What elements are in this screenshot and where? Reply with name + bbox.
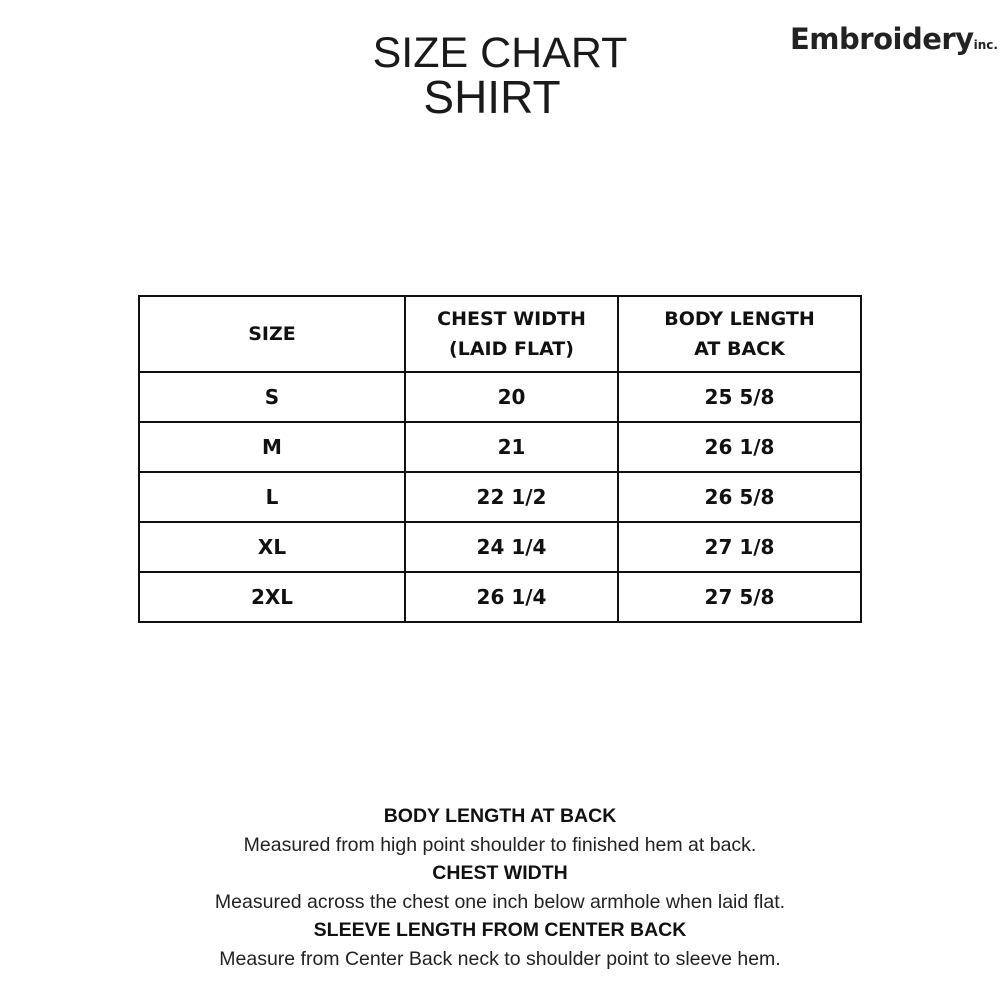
cell-chest: 21 [404,421,619,473]
header-size: SIZE [138,295,406,373]
table-header-row: SIZE CHEST WIDTH (LAID FLAT) BODY LENGTH A… [138,295,862,373]
logo-suffix: inc. [973,38,998,52]
cell-size: 2XL [138,571,406,623]
header-body-length: BODY LENGTH AT BACK [617,295,862,373]
measurement-notes: BODY LENGTH AT BACK Measured from high p… [0,802,1000,974]
note-heading: CHEST WIDTH [432,862,568,885]
page-subtitle: SHIRT [423,71,561,123]
note-text: Measured from high point shoulder to fin… [243,833,757,856]
cell-chest: 26 1/4 [404,571,619,623]
header-chest-width: CHEST WIDTH (LAID FLAT) [404,295,619,373]
cell-length: 26 5/8 [617,471,862,523]
note-heading: SLEEVE LENGTH FROM CENTER BACK [313,919,687,942]
brand-logo: Embroideryinc. [790,22,998,56]
table-row: S 20 25 5/8 [138,371,862,423]
cell-length: 25 5/8 [617,371,862,423]
table-row: L 22 1/2 26 5/8 [138,471,862,523]
size-table: SIZE CHEST WIDTH (LAID FLAT) BODY LENGTH A… [138,295,862,623]
page-title: SIZE CHART [372,29,628,77]
cell-chest: 24 1/4 [404,521,619,573]
note-heading: BODY LENGTH AT BACK [383,805,617,827]
cell-length: 27 5/8 [617,571,862,623]
cell-size: L [138,471,406,523]
cell-length: 27 1/8 [617,521,862,573]
cell-length: 26 1/8 [617,421,862,473]
cell-size: XL [138,521,406,573]
table-row: M 21 26 1/8 [138,421,862,473]
table-row: XL 24 1/4 27 1/8 [138,521,862,573]
logo-text: Embroidery [790,22,974,56]
cell-size: M [138,421,406,473]
cell-chest: 20 [404,371,619,423]
note-text: Measure from Center Back neck to shoulde… [219,947,781,970]
note-text: Measured across the chest one inch below… [214,890,786,913]
table-row: 2XL 26 1/4 27 5/8 [138,571,862,623]
cell-size: S [138,371,406,423]
cell-chest: 22 1/2 [404,471,619,523]
